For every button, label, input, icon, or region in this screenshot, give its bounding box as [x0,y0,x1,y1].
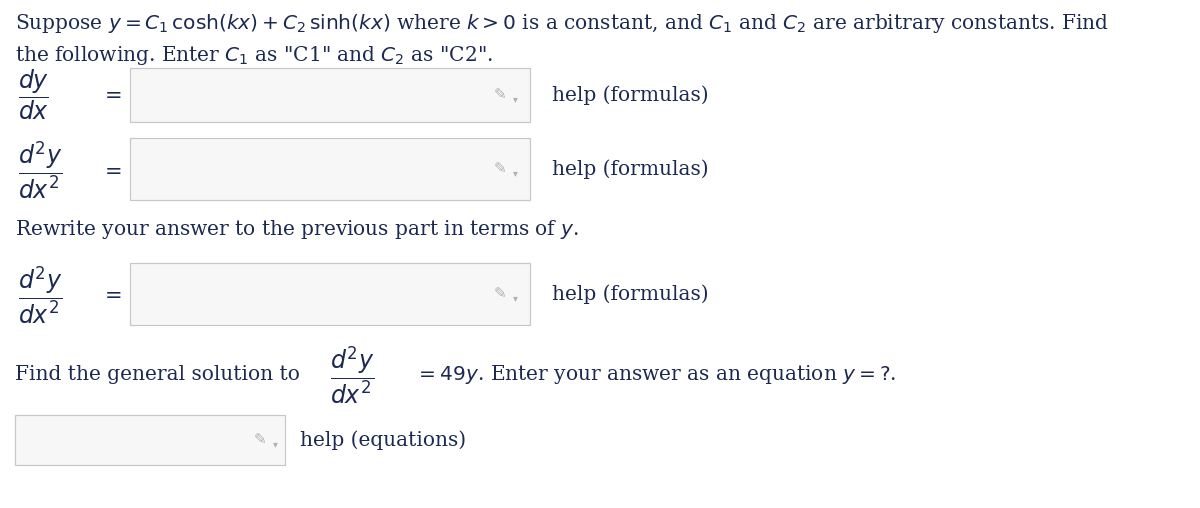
Text: Rewrite your answer to the previous part in terms of $y$.: Rewrite your answer to the previous part… [14,218,580,241]
Text: $\dfrac{d^2y}{dx^2}$: $\dfrac{d^2y}{dx^2}$ [330,344,374,406]
Text: $\dfrac{d^2y}{dx^2}$: $\dfrac{d^2y}{dx^2}$ [18,264,62,326]
Text: help (formulas): help (formulas) [552,284,709,304]
Text: Suppose $y = C_1\,\mathrm{cosh}(kx) + C_2\,\mathrm{sinh}(kx)$ where $k > 0$ is a: Suppose $y = C_1\,\mathrm{cosh}(kx) + C_… [14,12,1109,35]
Text: $= 49y$. Enter your answer as an equation $y =?$.: $= 49y$. Enter your answer as an equatio… [415,364,896,387]
FancyBboxPatch shape [130,263,530,325]
Text: ▾: ▾ [514,293,518,303]
FancyBboxPatch shape [14,415,286,465]
Text: $\dfrac{dy}{dx}$: $\dfrac{dy}{dx}$ [18,68,49,122]
Text: the following. Enter $C_1$ as "C1" and $C_2$ as "C2".: the following. Enter $C_1$ as "C1" and $… [14,44,493,67]
Text: ▾: ▾ [514,94,518,104]
Text: ✎: ✎ [493,287,506,302]
Text: help (formulas): help (formulas) [552,85,709,105]
Text: ▾: ▾ [514,168,518,178]
Text: $\dfrac{d^2y}{dx^2}$: $\dfrac{d^2y}{dx^2}$ [18,139,62,201]
Text: ✎: ✎ [493,162,506,176]
Text: ✎: ✎ [493,87,506,103]
Text: help (equations): help (equations) [300,430,466,450]
Text: $=$: $=$ [100,285,121,304]
Text: $=$: $=$ [100,161,121,179]
FancyBboxPatch shape [130,138,530,200]
Text: Find the general solution to: Find the general solution to [14,365,300,385]
Text: help (formulas): help (formulas) [552,159,709,179]
Text: ▾: ▾ [274,439,278,449]
FancyBboxPatch shape [130,68,530,122]
Text: $=$: $=$ [100,85,121,105]
Text: ✎: ✎ [253,432,266,448]
